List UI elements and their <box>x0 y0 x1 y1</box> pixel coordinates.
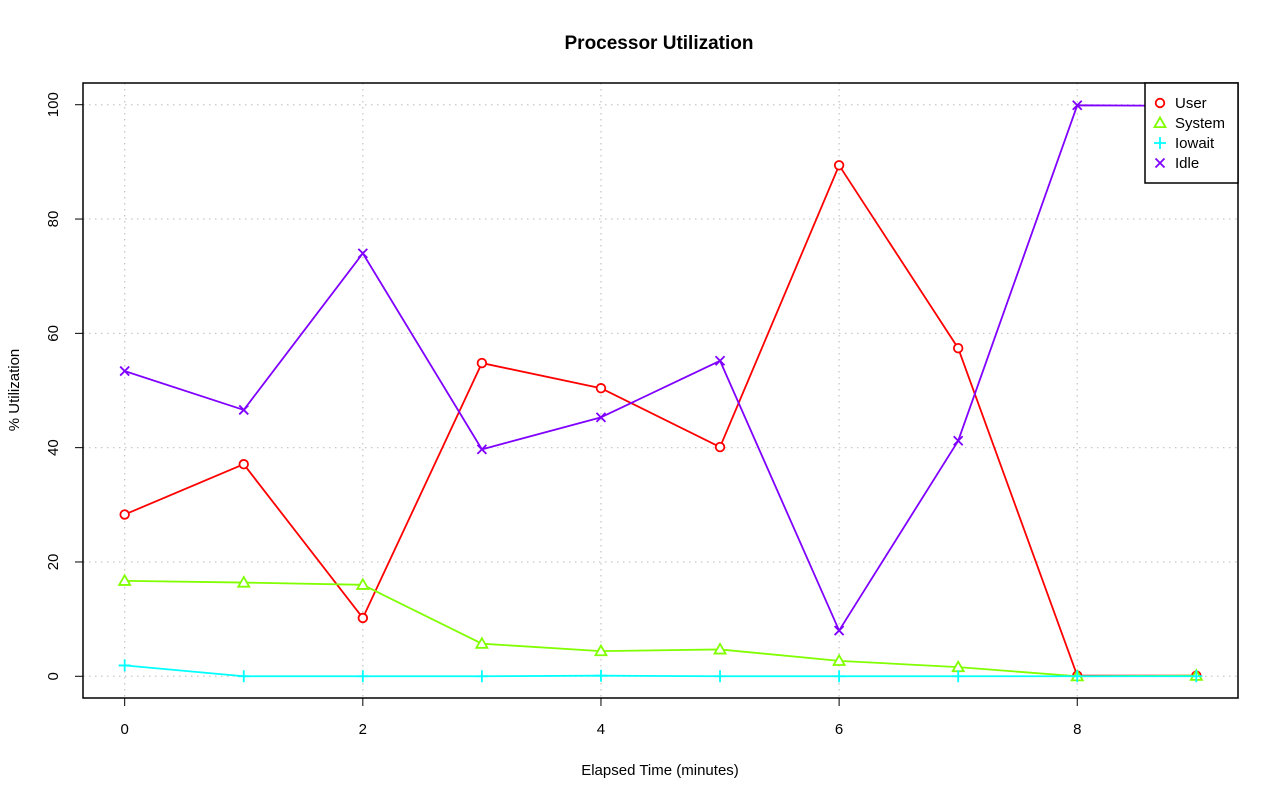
legend-label-system: System <box>1175 115 1225 132</box>
data-point-system <box>593 643 609 657</box>
legend-item-idle: Idle <box>1154 155 1199 172</box>
y-tick-label: 40 <box>45 439 62 456</box>
data-point-iowait <box>1071 670 1084 683</box>
data-point-idle <box>476 444 488 455</box>
data-point-user <box>952 343 964 354</box>
x-axis: 0 2 4 6 8 <box>121 697 1081 738</box>
series-line-user <box>124 164 1197 677</box>
data-point-iowait <box>594 669 607 682</box>
data-point-idle <box>357 248 368 259</box>
data-point-user <box>238 459 249 470</box>
legend-item-user: User <box>1154 95 1207 112</box>
legend-item-iowait: Iowait <box>1154 135 1215 152</box>
series-user <box>119 160 1202 681</box>
legend-marker-user <box>1154 97 1166 109</box>
legend-label-idle: Idle <box>1175 155 1199 172</box>
x-tick-label: 0 <box>121 721 129 738</box>
data-point-system <box>712 642 728 655</box>
legend-item-system: System <box>1152 115 1225 132</box>
data-point-iowait <box>833 670 846 683</box>
series-line-iowait <box>124 664 1197 678</box>
data-point-idle <box>595 412 607 423</box>
y-tick-label: 0 <box>45 672 62 680</box>
x-tick-label: 4 <box>597 721 605 738</box>
x-axis-label: Elapsed Time (minutes) <box>581 762 739 779</box>
data-point-iowait <box>1190 670 1203 683</box>
y-tick-label: 80 <box>45 211 62 228</box>
data-point-idle <box>238 404 249 416</box>
data-point-user <box>714 441 726 453</box>
data-point-idle <box>119 365 130 377</box>
data-point-system <box>355 577 370 590</box>
data-point-iowait <box>237 670 250 683</box>
data-point-system <box>474 636 489 649</box>
legend: User System Iowait Idle <box>1144 82 1239 184</box>
data-point-system <box>236 575 251 588</box>
data-point-user <box>833 160 845 171</box>
data-point-iowait <box>714 670 727 683</box>
y-axis: 0 20 40 60 80 100 <box>45 92 84 680</box>
data-point-iowait <box>356 670 369 683</box>
x-tick-label: 8 <box>1073 721 1081 738</box>
legend-marker-iowait <box>1154 137 1166 149</box>
data-point-iowait <box>475 670 488 683</box>
data-point-user <box>476 357 488 369</box>
data-point-idle <box>833 625 845 636</box>
legend-label-iowait: Iowait <box>1175 135 1215 152</box>
y-tick-label: 60 <box>45 325 62 342</box>
data-point-user <box>595 383 607 394</box>
series-line-idle <box>124 104 1197 632</box>
data-point-user <box>119 509 130 520</box>
data-point-system <box>832 653 847 666</box>
data-point-system <box>117 573 132 586</box>
y-tick-label: 100 <box>45 92 62 117</box>
data-point-idle <box>1072 100 1083 111</box>
data-point-user <box>357 612 369 624</box>
chart-title: Processor Utilization <box>565 33 754 54</box>
data-point-idle <box>714 355 726 366</box>
x-tick-label: 6 <box>835 721 843 738</box>
series-iowait <box>118 659 1203 683</box>
legend-label-user: User <box>1175 95 1207 112</box>
legend-marker-system <box>1152 115 1168 129</box>
data-point-iowait <box>952 670 965 683</box>
series-idle <box>119 100 1202 636</box>
data-point-idle <box>953 435 964 446</box>
y-axis-label: % Utilization <box>6 349 23 432</box>
series-line-system <box>124 579 1197 678</box>
y-tick-label: 20 <box>45 554 62 571</box>
plot-frame <box>82 82 1239 699</box>
legend-marker-idle <box>1154 157 1166 169</box>
grid <box>83 83 1238 698</box>
series-system <box>117 573 1204 682</box>
series-layer <box>117 100 1204 683</box>
x-tick-label: 2 <box>359 721 367 738</box>
data-point-iowait <box>118 659 131 672</box>
